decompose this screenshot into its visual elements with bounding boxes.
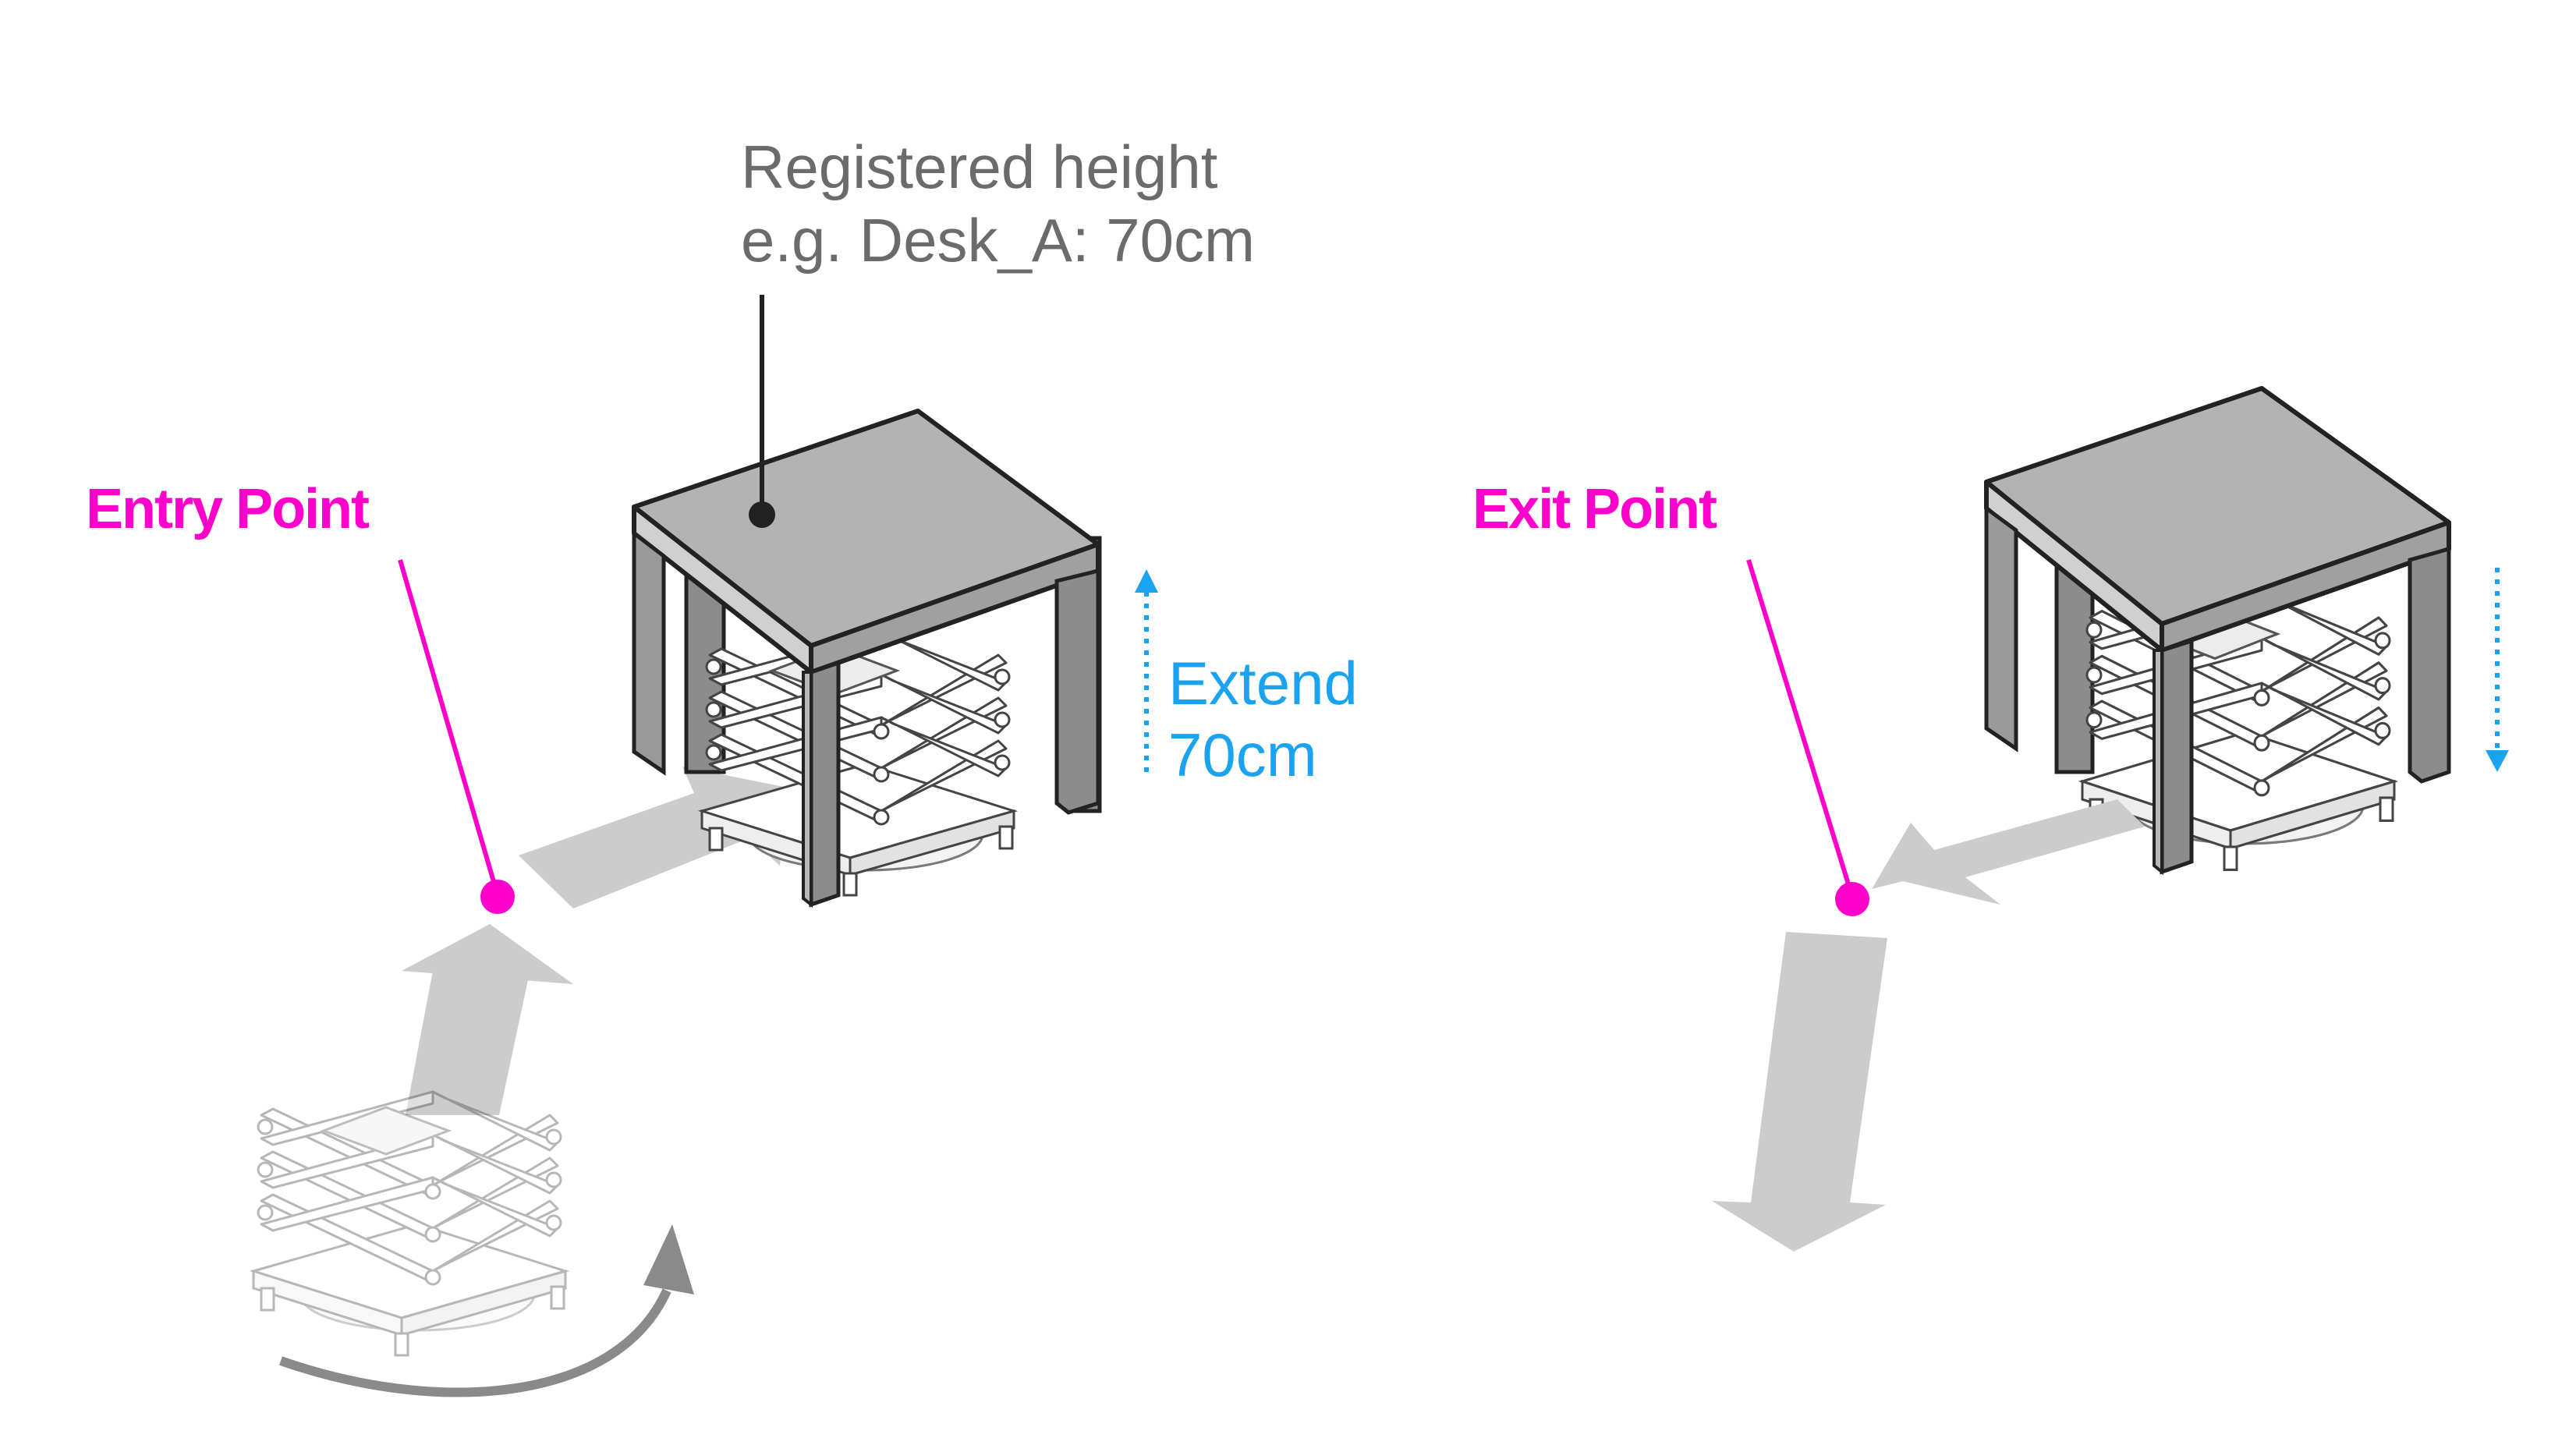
desk-to-exit-arrow [1872, 799, 2145, 905]
annotation-dot [749, 501, 775, 528]
rotation-arrowhead [643, 1224, 694, 1294]
approach-arrow-body [406, 971, 529, 1115]
exit-point-label: Exit Point [1472, 478, 1717, 540]
exit-leader-line [1746, 559, 1855, 898]
entry-point-dot [480, 880, 515, 914]
robot-start [252, 1090, 567, 1357]
desk-a [632, 409, 1100, 908]
annotation-line-1: Registered height [741, 133, 1218, 201]
entry-leader-line [398, 559, 500, 896]
entry-to-desk-arrow [519, 767, 788, 908]
extend-arrow-up-icon [1135, 569, 1158, 593]
extend-label-line-1: Extend [1168, 649, 1358, 717]
annotation-line-2: e.g. Desk_A: 70cm [741, 206, 1255, 274]
robot-under-desk-a [700, 630, 1015, 897]
exit-point-dot [1835, 882, 1869, 916]
desk-b [1984, 386, 2451, 876]
entry-point-label: Entry Point [86, 478, 370, 540]
rotation-arrow-icon [279, 1288, 671, 1397]
extend-label-line-2: 70cm [1168, 721, 1317, 789]
approach-arrow-head [402, 924, 573, 984]
leave-arrow [1712, 932, 1887, 1252]
retract-arrow-down-icon [2486, 750, 2509, 772]
